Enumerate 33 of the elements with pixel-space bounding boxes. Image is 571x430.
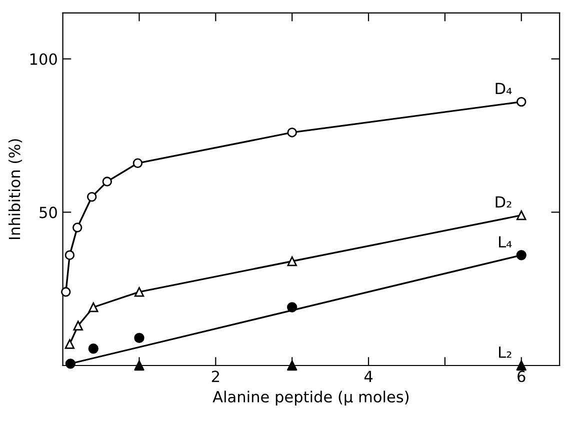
x-tick-label: 2 bbox=[212, 370, 219, 382]
point bbox=[88, 302, 98, 312]
point bbox=[516, 210, 526, 220]
point bbox=[287, 360, 298, 371]
point bbox=[134, 332, 144, 343]
point bbox=[72, 222, 82, 232]
y-tick-label: 100 bbox=[30, 53, 57, 65]
y-tick-label: 50 bbox=[40, 206, 57, 218]
x-tick-label: 6 bbox=[518, 370, 526, 382]
point bbox=[132, 158, 143, 168]
point bbox=[64, 339, 75, 349]
y-axis-title: Inhibition (%) bbox=[8, 139, 22, 240]
point bbox=[65, 358, 76, 369]
point bbox=[287, 302, 298, 312]
point bbox=[516, 96, 526, 107]
point bbox=[516, 250, 526, 260]
point bbox=[86, 192, 97, 202]
point bbox=[516, 360, 526, 371]
x-tick-label: 4 bbox=[364, 370, 373, 382]
point bbox=[134, 360, 144, 371]
point bbox=[61, 287, 71, 297]
series-label: L₂ bbox=[499, 346, 512, 358]
series-label: D₄ bbox=[496, 82, 512, 94]
point bbox=[88, 344, 98, 354]
series-label: L₄ bbox=[499, 236, 512, 248]
series-label: D₂ bbox=[496, 196, 512, 208]
x-axis-title: Alanine peptide (μ moles) bbox=[212, 390, 408, 406]
point bbox=[134, 287, 144, 297]
point bbox=[102, 176, 112, 186]
point bbox=[287, 256, 297, 266]
point bbox=[64, 250, 75, 260]
point bbox=[287, 128, 297, 138]
point bbox=[73, 320, 83, 330]
